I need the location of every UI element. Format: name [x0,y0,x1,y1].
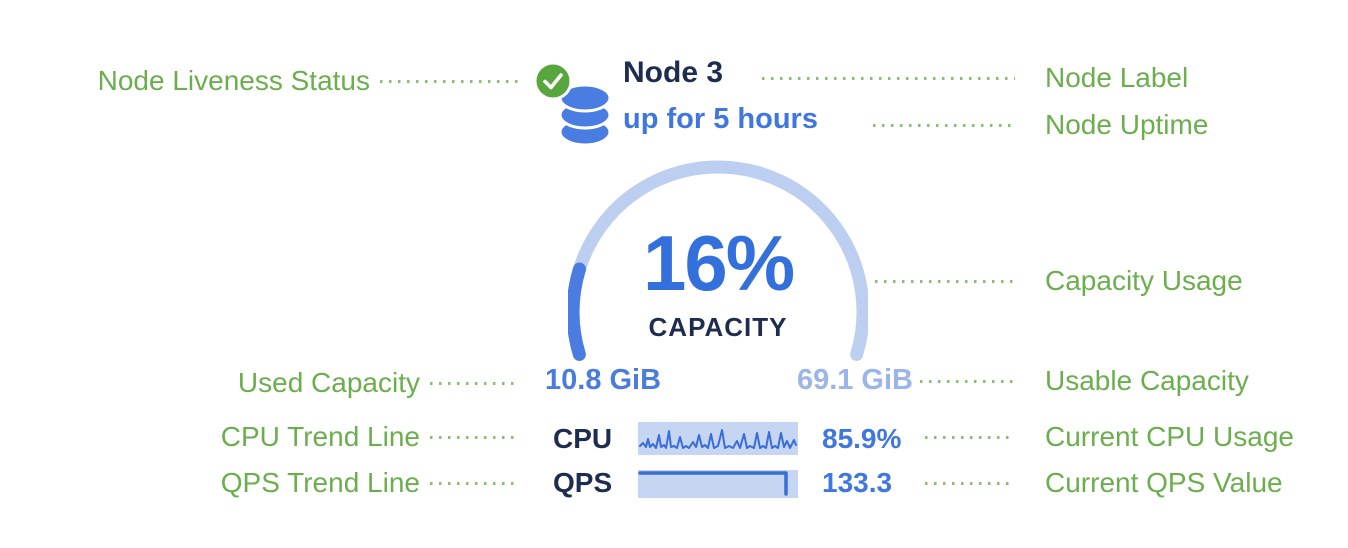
annotation-capacity-usage: Capacity Usage [875,264,1243,298]
usable-capacity-value: 69.1 GiB [796,364,913,396]
dotted-connector [875,279,1015,283]
cpu-metric-row: CPU 85.9% [553,422,901,455]
annotation-current-cpu-usage: Current CPU Usage [925,420,1294,454]
cpu-label: CPU [553,422,613,454]
capacity-percent: 16% [642,219,795,307]
annotation-node-label: Node Label [762,61,1188,95]
dotted-connector [430,481,520,485]
annotation-node-liveness-status: Node Liveness Status [98,64,520,98]
cpu-value: 85.9% [822,422,902,454]
dotted-connector [925,481,1015,485]
annotation-label: Node Uptime [1045,109,1209,140]
node-label: Node 3 [623,56,724,89]
annotation-qps-trend-line: QPS Trend Line [221,466,520,500]
annotation-label: Node Label [1045,62,1189,93]
node-uptime: up for 5 hours [623,103,818,135]
annotation-cpu-trend-line: CPU Trend Line [221,420,520,454]
annotation-label: QPS Trend Line [220,467,420,498]
capacity-values-row: 10.8 GiB 69.1 GiB [545,366,913,395]
qps-label: QPS [553,467,613,498]
annotation-label: Node Liveness Status [97,65,370,96]
annotation-label: Usable Capacity [1045,365,1249,396]
dotted-connector [762,76,1015,80]
capacity-gauge [568,160,868,361]
dotted-connector [430,435,520,439]
annotation-node-uptime: Node Uptime [873,108,1208,142]
dotted-connector [920,379,1015,383]
check-circle-icon [533,61,573,101]
database-icon [558,84,612,146]
dotted-connector [430,381,520,385]
gauge-fill-arc [568,262,587,361]
capacity-caption: CAPACITY [648,312,788,342]
qps-sparkline [638,470,798,498]
qps-metric-row: QPS 133.3 [553,468,892,498]
dotted-connector [380,79,520,83]
annotation-used-capacity: Used Capacity [238,366,520,400]
annotation-label: Current CPU Usage [1045,421,1294,452]
annotation-usable-capacity: Usable Capacity [920,364,1249,398]
dotted-connector [873,123,1015,127]
annotation-label: Used Capacity [237,367,420,398]
annotation-current-qps-value: Current QPS Value [925,466,1283,500]
dotted-connector [925,435,1015,439]
qps-value: 133.3 [822,467,893,498]
used-capacity-value: 10.8 GiB [545,364,662,396]
annotation-label: Current QPS Value [1045,467,1283,498]
annotation-label: CPU Trend Line [220,421,420,452]
annotation-label: Capacity Usage [1045,265,1243,296]
cpu-sparkline [638,422,798,455]
